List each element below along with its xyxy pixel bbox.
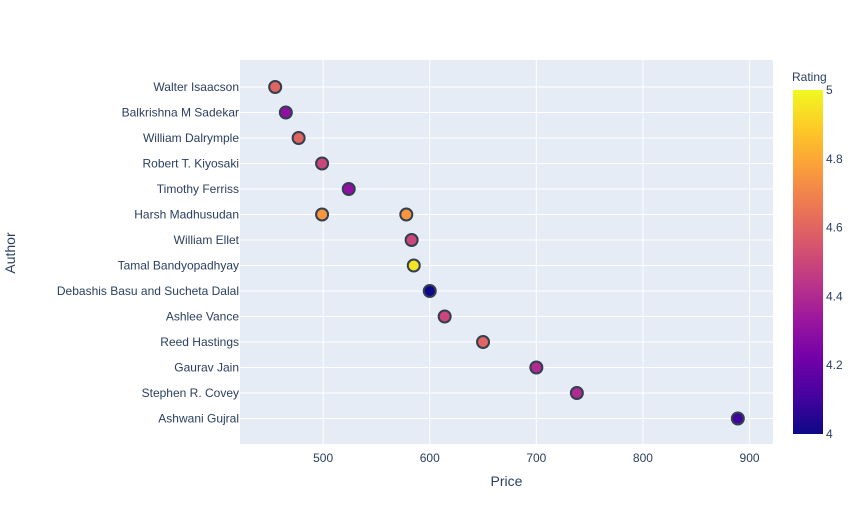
data-point — [315, 156, 330, 171]
data-point — [404, 233, 419, 247]
data-point — [569, 386, 584, 400]
data-point — [730, 411, 745, 426]
y-tick-label: Robert T. Kiyosaki — [143, 157, 240, 171]
data-points — [268, 80, 745, 426]
y-tick-label: William Dalrymple — [143, 131, 239, 145]
x-tick-label: 700 — [526, 451, 546, 465]
y-tick-label: Harsh Madhusudan — [134, 208, 239, 222]
data-point — [529, 360, 544, 375]
plot-area — [240, 60, 773, 444]
colorbar-tick-label: 4.2 — [826, 358, 843, 372]
colorbar-tick-label: 4 — [826, 427, 833, 441]
colorbar-tick-label: 5 — [826, 83, 833, 97]
y-tick-label: Ashwani Gujral — [158, 412, 239, 426]
data-point — [422, 284, 437, 298]
data-point — [399, 207, 414, 222]
colorbar-title: Rating — [792, 70, 827, 84]
y-tick-label: Tamal Bandyopadhyay — [118, 259, 239, 273]
colorbar-tick-label: 4.6 — [826, 221, 843, 235]
y-axis-ticks: Walter Isaacson Balkrishna M Sadekar Willi… — [57, 80, 240, 426]
x-tick-label: 500 — [313, 451, 333, 465]
x-axis-title: Price — [491, 473, 523, 489]
y-tick-label: Stephen R. Covey — [142, 386, 239, 400]
y-tick-label: Walter Isaacson — [153, 80, 239, 94]
colorbar: Rating 4 4.2 4.4 4.6 4.8 5 — [792, 70, 843, 441]
data-point — [341, 182, 356, 196]
y-tick-label: Reed Hastings — [160, 335, 239, 349]
x-tick-label: 600 — [420, 451, 440, 465]
x-axis-ticks: 500 600 700 800 900 — [313, 451, 760, 465]
colorbar-tick-label: 4.8 — [826, 152, 843, 166]
y-tick-label: Balkrishna M Sadekar — [122, 106, 239, 120]
y-tick-label: Ashlee Vance — [166, 310, 239, 324]
data-point — [268, 80, 283, 94]
data-point — [406, 258, 421, 273]
data-point — [291, 131, 306, 145]
colorbar-gradient — [793, 90, 823, 434]
colorbar-tick-label: 4.4 — [826, 289, 843, 303]
data-point — [476, 335, 491, 349]
data-point — [437, 309, 452, 324]
x-tick-label: 800 — [633, 451, 653, 465]
y-tick-label: Debashis Basu and Sucheta Dalal — [57, 284, 239, 298]
y-tick-label: Timothy Ferriss — [157, 182, 239, 196]
data-point — [315, 207, 330, 222]
colorbar-ticks: 4 4.2 4.4 4.6 4.8 5 — [826, 83, 843, 441]
y-tick-label: Gaurav Jain — [174, 361, 239, 375]
y-axis-title: Author — [2, 232, 18, 274]
data-point — [278, 105, 293, 120]
x-tick-label: 900 — [740, 451, 760, 465]
y-tick-label: William Ellet — [174, 233, 240, 247]
